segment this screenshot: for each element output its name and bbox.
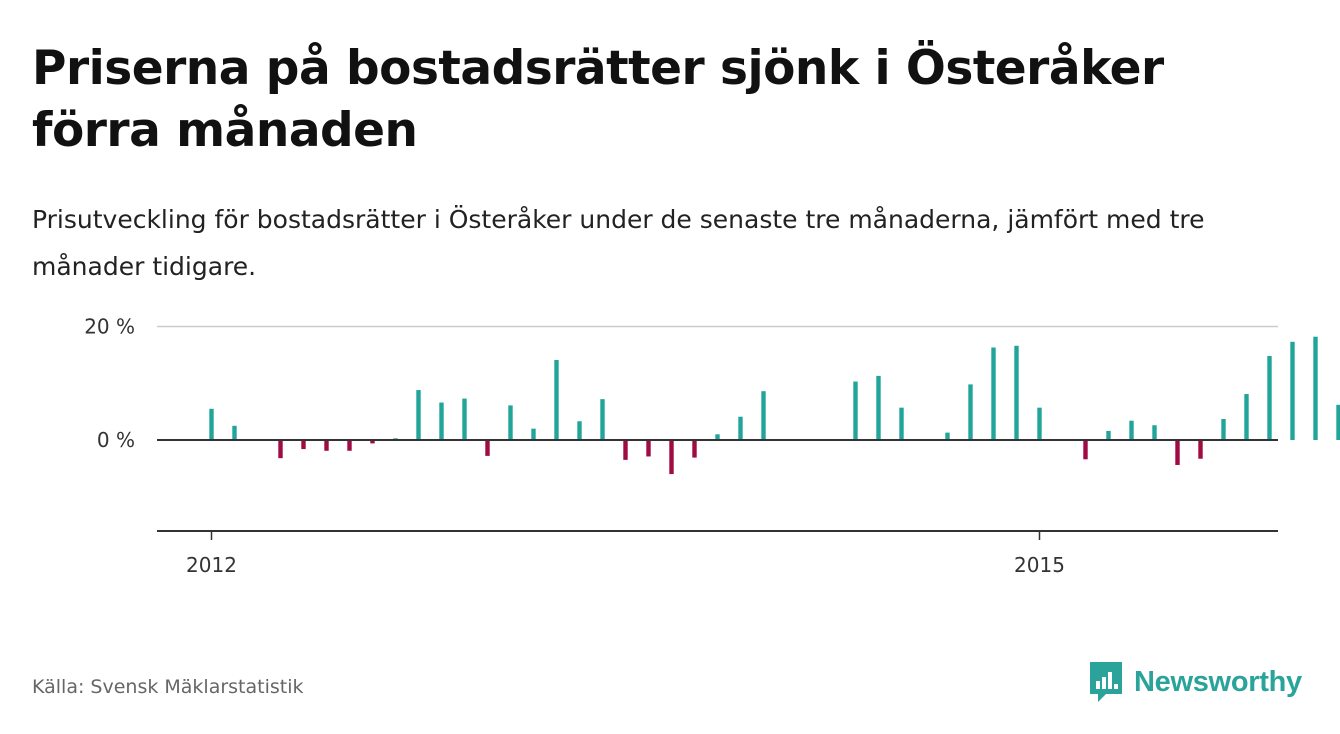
bar	[876, 375, 881, 440]
bar	[1083, 440, 1088, 460]
bar	[738, 416, 743, 440]
bar	[462, 398, 467, 440]
bar	[416, 390, 421, 440]
bar	[347, 440, 352, 451]
y-tick-labels: 0 % 20 %	[84, 315, 135, 453]
bar	[301, 440, 306, 450]
bar	[1014, 345, 1019, 440]
chart-subtitle: Prisutveckling för bostadsrätter i Öster…	[32, 205, 1205, 281]
bar	[715, 434, 720, 440]
brand-name: Newsworthy	[1134, 665, 1302, 698]
source-note: Källa: Svensk Mäklarstatistik	[32, 676, 304, 698]
bar	[1244, 394, 1249, 440]
chart-title: Priserna på bostadsrätter sjönk i Österå…	[32, 41, 1164, 158]
bar	[692, 440, 697, 458]
bar	[508, 405, 513, 440]
newsworthy-logo-icon	[1090, 662, 1122, 702]
bars	[209, 336, 1340, 475]
bar	[991, 347, 996, 440]
bar	[1106, 430, 1111, 440]
bar	[531, 428, 536, 440]
bar	[600, 399, 605, 440]
bar	[646, 440, 651, 457]
bar	[669, 440, 674, 475]
bar	[1198, 440, 1203, 459]
bar	[324, 440, 329, 451]
bar	[232, 425, 237, 440]
y-tick-label: 20 %	[84, 315, 135, 339]
bar	[1037, 407, 1042, 440]
bar	[1290, 341, 1295, 440]
bar	[209, 408, 214, 440]
x-tick-label: 2012	[186, 553, 237, 577]
y-tick-label: 0 %	[97, 428, 135, 452]
bar	[623, 440, 628, 460]
newsworthy-logo: Newsworthy	[1088, 660, 1302, 704]
axes	[157, 439, 1278, 532]
bar	[1221, 419, 1226, 440]
bar	[485, 440, 490, 456]
bar	[370, 440, 375, 444]
bar	[761, 391, 766, 440]
bar	[1267, 356, 1272, 440]
bar	[1336, 404, 1340, 440]
bar	[899, 407, 904, 440]
bar	[1313, 336, 1318, 440]
bar	[945, 432, 950, 440]
bar	[278, 440, 283, 459]
bar	[1129, 420, 1134, 440]
bar	[439, 402, 444, 440]
x-tick-label: 2015	[1014, 553, 1065, 577]
bar	[577, 421, 582, 440]
bar	[968, 384, 973, 440]
bar	[853, 381, 858, 440]
bar	[1152, 425, 1157, 440]
bar	[554, 359, 559, 440]
bar	[1175, 440, 1180, 465]
x-tick-labels: 20122015201820212023	[186, 531, 1065, 577]
bar-chart: 0 %20 % 20122015201820212023 −1 %	[84, 315, 1340, 577]
